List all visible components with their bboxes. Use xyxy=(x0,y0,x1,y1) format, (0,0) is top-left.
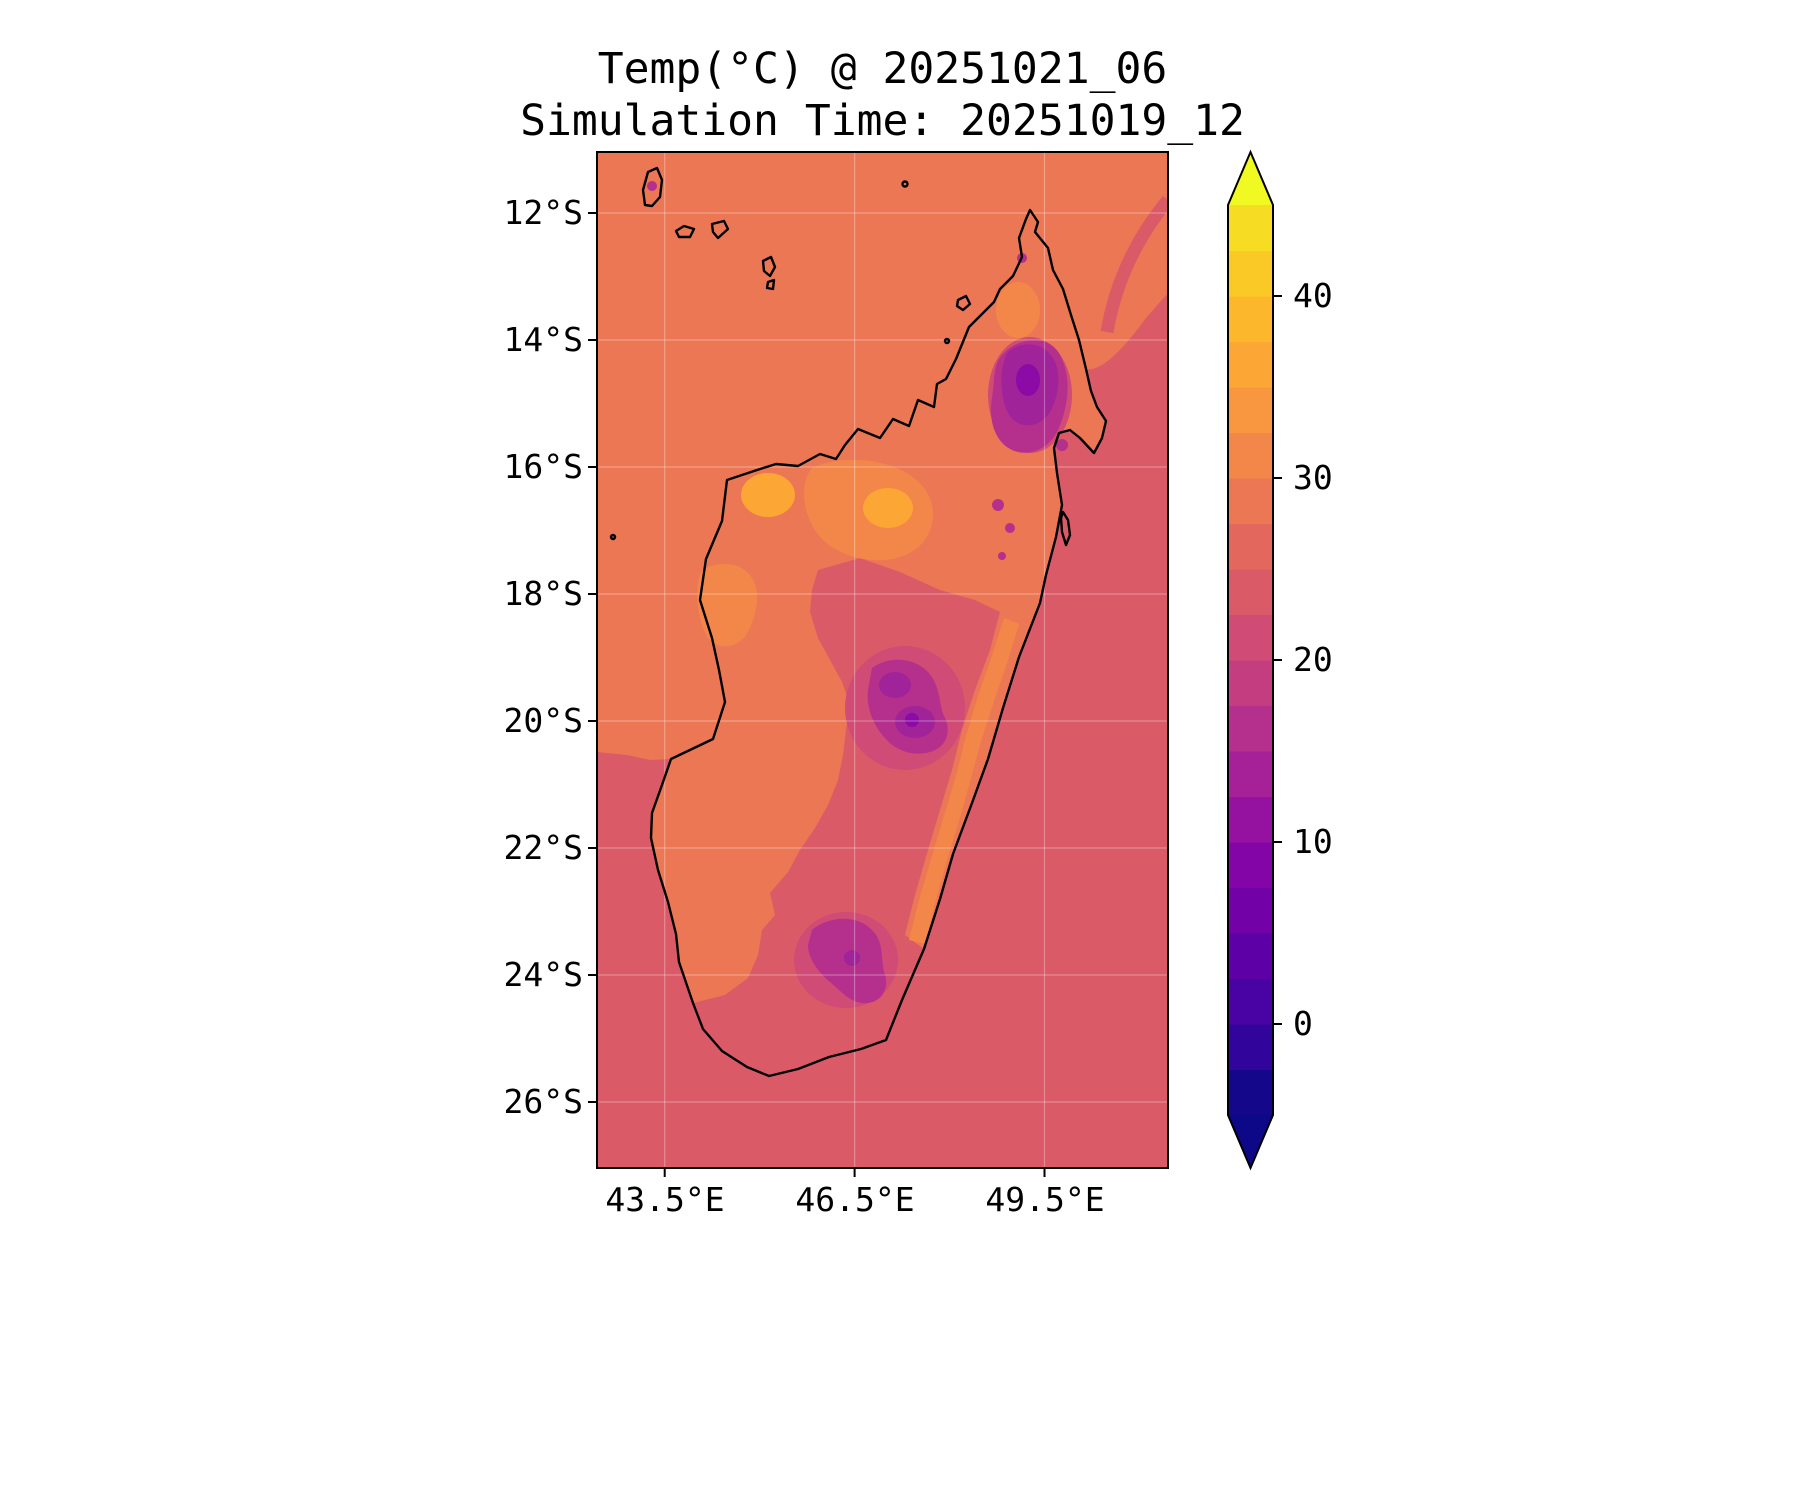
colorbar-extend-under xyxy=(1228,1115,1273,1168)
colorbar-bands xyxy=(1228,205,1273,1116)
colorbar xyxy=(1227,149,1282,1171)
cold-dot xyxy=(992,499,1004,511)
y-tick-label: 16°S xyxy=(503,447,583,486)
plot-subtitle: Simulation Time: 20251019_12 xyxy=(520,96,1245,146)
colorbar-band xyxy=(1228,660,1273,707)
colorbar-band xyxy=(1228,796,1273,843)
islet-juan-de-nova xyxy=(609,533,617,541)
colorbar-outline xyxy=(1227,149,1274,1171)
y-tick-label: 26°S xyxy=(503,1082,583,1121)
x-tick-label: 46.5°E xyxy=(795,1180,915,1219)
cold-dot-comoros xyxy=(647,181,657,191)
coastlines xyxy=(609,166,1108,1078)
colorbar-band xyxy=(1228,842,1273,889)
axis-ticks xyxy=(588,212,1046,1177)
map-plot xyxy=(597,152,1168,1168)
colorbar-band xyxy=(1228,205,1273,252)
coastline-grande-comore xyxy=(641,166,664,208)
colorbar-band xyxy=(1228,933,1273,980)
y-tick-label: 14°S xyxy=(503,320,583,359)
warm-band-east-escarpment xyxy=(909,618,1019,944)
colorbar-tick-label: 40 xyxy=(1293,276,1333,315)
cold-core-northeast-violet xyxy=(1016,364,1040,396)
cold-dot xyxy=(1005,523,1015,533)
colorbar-band xyxy=(1228,1024,1273,1071)
colorbar-band xyxy=(1228,478,1273,525)
y-tick-label: 24°S xyxy=(503,955,583,994)
islet xyxy=(943,337,951,345)
coastline-madagascar xyxy=(649,208,1108,1078)
x-tick-label: 43.5°E xyxy=(605,1180,725,1219)
cold-dot xyxy=(998,552,1006,560)
temperature-band-northeast xyxy=(1100,195,1168,334)
colorbar-band xyxy=(1228,523,1273,570)
hot-spot-northwest-1 xyxy=(741,473,795,517)
y-tick-label: 12°S xyxy=(503,193,583,232)
coastline-moheli xyxy=(674,224,696,239)
colorbar-band xyxy=(1228,614,1273,661)
y-tick-label: 18°S xyxy=(503,574,583,613)
cold-core-south-purple xyxy=(844,950,860,966)
coastline-nosy-be xyxy=(955,294,972,312)
x-tick-label: 49.5°E xyxy=(985,1180,1105,1219)
plot-title: Temp(°C) @ 20251021_06 xyxy=(597,44,1168,94)
coastline-anjouan xyxy=(710,219,730,240)
colorbar-band xyxy=(1228,250,1273,297)
colorbar-tick-label: 30 xyxy=(1293,458,1333,497)
colorbar-band xyxy=(1228,887,1273,934)
colorbar-band xyxy=(1228,751,1273,798)
colorbar-tick-label: 0 xyxy=(1293,1004,1313,1043)
warm-patch-west-coast xyxy=(697,563,758,647)
temperature-fill-ocean-cool xyxy=(597,293,1168,1168)
colorbar-band xyxy=(1228,1069,1273,1116)
cold-core-central-purple-1 xyxy=(879,672,911,698)
cold-dot xyxy=(1056,439,1068,451)
cold-core-central-violet xyxy=(905,713,919,727)
islet-glorioso xyxy=(901,180,909,188)
colorbar-ticks xyxy=(1273,295,1282,1025)
gridlines xyxy=(597,152,1168,1168)
warm-patch-north-tip xyxy=(996,282,1040,338)
colorbar-band xyxy=(1228,341,1273,388)
y-tick-label: 20°S xyxy=(503,701,583,740)
plot-border xyxy=(596,151,1169,1169)
colorbar-band xyxy=(1228,569,1273,616)
colorbar-band xyxy=(1228,432,1273,479)
colorbar-band xyxy=(1228,296,1273,343)
coastline-mayotte xyxy=(761,255,777,291)
colorbar-band xyxy=(1228,387,1273,434)
colorbar-extend-over xyxy=(1228,152,1273,205)
colorbar-band xyxy=(1228,978,1273,1025)
colorbar-tick-label: 20 xyxy=(1293,640,1333,679)
y-tick-label: 22°S xyxy=(503,828,583,867)
hot-spot-northwest-2 xyxy=(863,488,913,528)
colorbar-band xyxy=(1228,705,1273,752)
coastline-sainte-marie xyxy=(1059,510,1072,547)
colorbar-tick-label: 10 xyxy=(1293,822,1333,861)
